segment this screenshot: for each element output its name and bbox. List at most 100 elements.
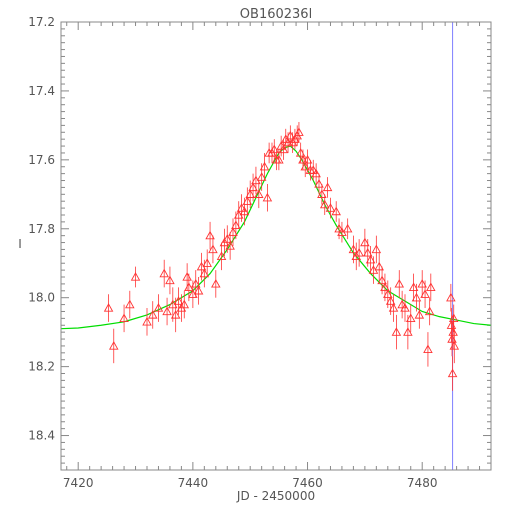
triangle-marker: [448, 313, 459, 323]
triangle-marker: [348, 244, 359, 254]
triangle-marker: [334, 223, 344, 233]
y-tick-label: 18.0: [28, 291, 55, 305]
triangle-marker: [322, 182, 333, 192]
data-point: [400, 294, 410, 322]
data-point: [314, 173, 324, 195]
triangle-marker: [414, 309, 425, 319]
data-point: [417, 270, 427, 298]
data-point: [348, 235, 359, 264]
data-point: [202, 249, 212, 278]
data-point: [448, 304, 459, 333]
data-point: [205, 221, 215, 250]
triangle-marker: [394, 278, 405, 288]
x-tick-label: 7420: [63, 476, 94, 490]
data-point: [365, 246, 376, 274]
triangle-marker: [239, 206, 250, 216]
triangle-marker: [202, 258, 212, 267]
data-point: [426, 273, 436, 302]
triangle-marker: [362, 247, 373, 257]
data-point: [130, 266, 141, 288]
triangle-marker: [342, 223, 353, 233]
data-point: [159, 259, 169, 288]
triangle-marker: [411, 292, 422, 302]
triangle-marker: [193, 285, 204, 295]
data-point: [447, 356, 458, 391]
y-tick-label: 18.4: [28, 429, 55, 443]
triangle-marker: [222, 234, 233, 243]
triangle-marker: [211, 278, 221, 288]
chart-title: OB160236l: [240, 7, 312, 22]
triangle-marker: [216, 251, 227, 260]
triangle-marker: [397, 299, 407, 309]
triangle-marker: [325, 203, 336, 212]
data-point: [165, 266, 175, 295]
triangle-marker: [248, 182, 258, 192]
data-point: [262, 183, 273, 212]
triangle-marker: [371, 244, 382, 254]
triangle-marker: [119, 313, 129, 323]
triangle-marker: [236, 203, 247, 212]
triangle-marker: [383, 289, 393, 298]
data-point: [103, 294, 114, 322]
data-point: [360, 228, 370, 257]
data-point: [248, 173, 258, 202]
triangle-marker: [377, 275, 387, 285]
data-point: [423, 332, 433, 367]
y-axis-label: I: [18, 237, 22, 251]
data-point: [236, 194, 247, 222]
triangle-marker: [147, 309, 158, 319]
triangle-marker: [190, 278, 201, 288]
triangle-marker: [423, 344, 433, 354]
data-point: [254, 180, 264, 209]
data-point: [153, 294, 164, 322]
triangle-marker: [388, 303, 399, 312]
x-tick-label: 7460: [292, 476, 323, 490]
triangle-marker: [228, 227, 238, 236]
triangle-marker: [354, 247, 364, 257]
x-axis-label: JD - 2450000: [236, 489, 315, 503]
data-point: [420, 280, 430, 309]
data-point: [424, 297, 435, 326]
triangle-marker: [319, 199, 330, 209]
triangle-marker: [400, 303, 410, 312]
triangle-marker: [103, 303, 114, 312]
triangle-marker: [380, 282, 390, 292]
data-point: [190, 270, 201, 298]
triangle-marker: [125, 299, 135, 309]
data-point: [108, 328, 119, 364]
triangle-marker: [294, 127, 304, 136]
triangle-marker: [302, 154, 313, 164]
data-point: [302, 149, 313, 171]
y-tick-label: 17.8: [28, 222, 55, 236]
triangle-marker: [170, 309, 181, 319]
triangle-marker: [446, 292, 456, 302]
triangle-marker: [179, 299, 190, 309]
x-tick-label: 7480: [407, 476, 438, 490]
triangle-marker: [417, 278, 427, 288]
triangle-marker: [242, 196, 253, 205]
data-point: [362, 239, 373, 267]
triangle-marker: [205, 230, 215, 240]
data-point: [394, 270, 405, 298]
triangle-marker: [108, 341, 119, 350]
triangle-marker: [245, 189, 255, 198]
triangle-marker: [308, 165, 319, 174]
triangle-marker: [142, 316, 152, 326]
triangle-marker: [259, 161, 270, 171]
triangle-marker: [424, 306, 435, 316]
triangle-marker: [225, 241, 235, 250]
triangle-marker: [385, 296, 396, 305]
data-point: [147, 301, 158, 329]
data-point: [342, 218, 353, 240]
triangle-marker: [231, 220, 241, 229]
triangle-marker: [199, 268, 210, 278]
triangle-marker: [208, 244, 218, 254]
data-point: [325, 197, 336, 219]
data-point: [242, 187, 253, 215]
data-point: [331, 201, 341, 222]
triangle-marker: [184, 282, 194, 292]
triangle-marker: [153, 303, 164, 312]
data-point: [170, 297, 181, 333]
triangle-marker: [449, 341, 460, 350]
